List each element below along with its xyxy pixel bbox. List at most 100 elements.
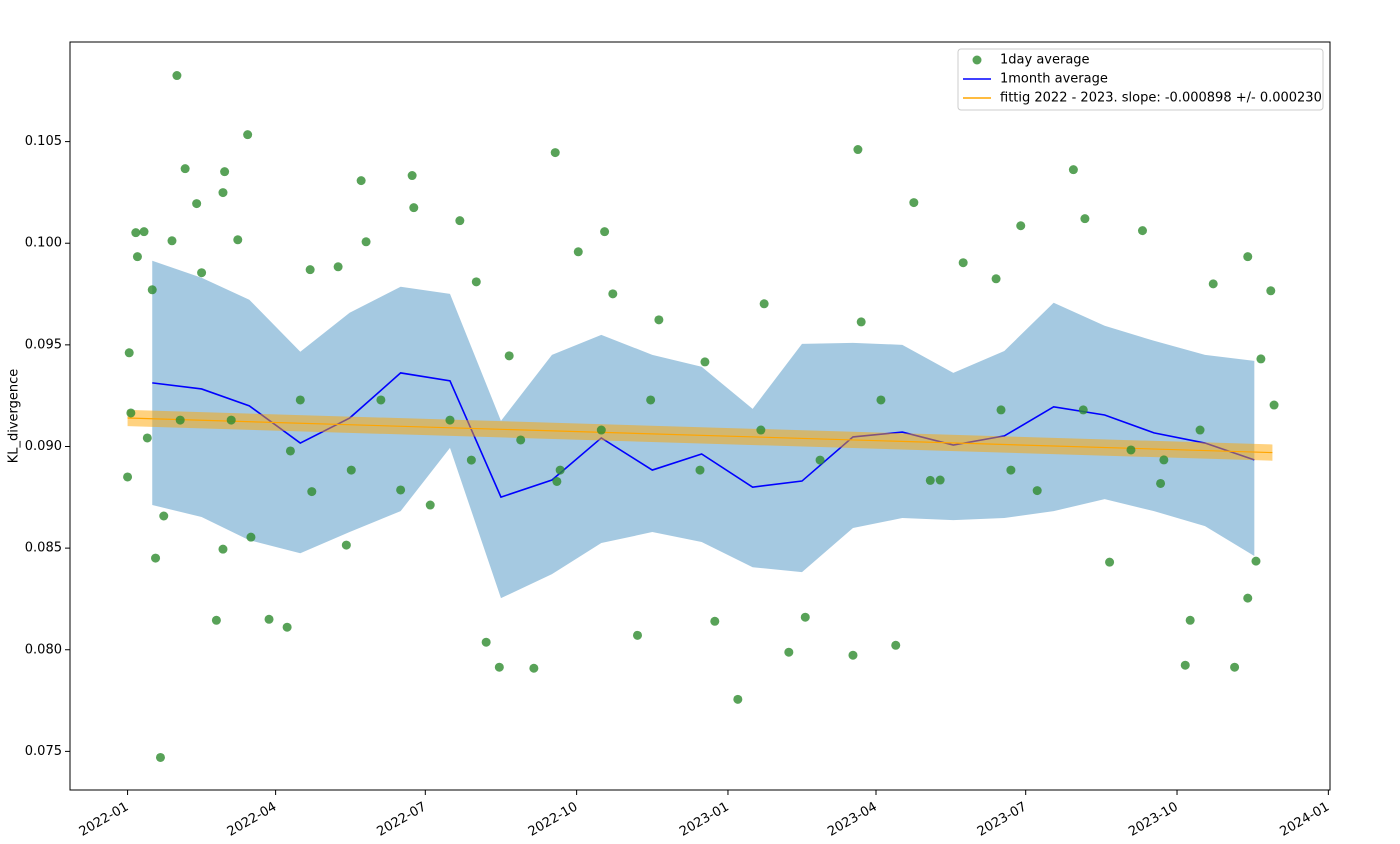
x-tick-label: 2023-01: [677, 800, 732, 840]
data-point: [1006, 465, 1016, 475]
y-tick-label: 0.075: [25, 744, 62, 759]
data-point: [733, 694, 743, 704]
y-tick-label: 0.085: [25, 541, 62, 556]
data-point: [494, 662, 504, 672]
data-point: [555, 465, 565, 475]
data-point: [1126, 445, 1136, 455]
y-tick-label: 0.090: [25, 439, 62, 454]
data-point: [925, 475, 935, 485]
data-point: [596, 425, 606, 435]
data-point: [1105, 557, 1115, 567]
data-point: [529, 663, 539, 673]
data-point: [151, 553, 161, 563]
data-point: [295, 395, 305, 405]
x-tick-label: 2024-01: [1278, 800, 1333, 840]
data-point: [333, 262, 343, 272]
data-point: [218, 188, 228, 198]
data-point: [853, 145, 863, 155]
data-point: [481, 637, 491, 647]
data-point: [1208, 279, 1218, 289]
y-tick-label: 0.080: [25, 642, 62, 657]
data-point: [282, 622, 292, 632]
data-point: [608, 289, 618, 299]
data-point: [909, 198, 919, 208]
data-point: [1016, 221, 1026, 231]
data-point: [243, 130, 253, 140]
data-point: [142, 433, 152, 443]
data-point: [700, 357, 710, 367]
x-tick-label: 2022-04: [225, 800, 280, 840]
data-point: [471, 277, 481, 287]
data-point: [710, 616, 720, 626]
legend-marker: [972, 55, 982, 65]
data-point: [264, 614, 274, 624]
data-point: [341, 540, 351, 550]
data-point: [815, 455, 825, 465]
data-point: [192, 199, 202, 209]
data-point: [935, 475, 945, 485]
y-tick-label: 0.095: [25, 337, 62, 352]
data-point: [180, 164, 190, 174]
data-point: [958, 258, 968, 268]
data-point: [695, 465, 705, 475]
data-point: [139, 227, 149, 237]
legend-label: fittig 2022 - 2023. slope: -0.000898 +/-…: [1000, 91, 1322, 106]
data-point: [246, 532, 256, 542]
data-point: [307, 487, 317, 497]
data-point: [632, 630, 642, 640]
data-point: [552, 476, 562, 486]
data-point: [1266, 286, 1276, 296]
data-point: [455, 216, 465, 226]
plot-frame: [69, 41, 1331, 791]
data-point: [1068, 165, 1078, 175]
legend: 1day average 1month average fittig 2022 - …: [957, 48, 1324, 111]
data-point: [175, 415, 185, 425]
x-tick-label: 2022-10: [526, 800, 581, 840]
x-tick-label: 2023-10: [1126, 800, 1181, 840]
data-point: [1159, 455, 1169, 465]
data-point: [504, 351, 514, 361]
data-point: [376, 395, 386, 405]
data-point: [285, 446, 295, 456]
data-point: [409, 203, 419, 213]
data-point: [600, 227, 610, 237]
y-axis-label: KL_divergence: [7, 369, 22, 464]
data-point: [425, 500, 435, 510]
x-tick-label: 2023-07: [975, 800, 1030, 840]
data-point: [876, 395, 886, 405]
data-point: [1080, 214, 1090, 224]
legend-label: 1day average: [1000, 53, 1090, 68]
data-point: [445, 415, 455, 425]
data-point: [1156, 478, 1166, 488]
data-point: [573, 247, 583, 257]
data-point: [654, 315, 664, 325]
data-point: [784, 647, 794, 657]
data-point: [991, 274, 1001, 284]
data-point: [407, 171, 417, 181]
data-point: [226, 415, 236, 425]
data-point: [211, 615, 221, 625]
data-point: [800, 612, 810, 622]
data-point: [848, 650, 858, 660]
x-tick-label: 2022-01: [77, 800, 132, 840]
data-point: [1256, 354, 1266, 364]
data-point: [891, 640, 901, 650]
data-point: [1269, 400, 1279, 410]
legend-box: [957, 48, 1324, 111]
data-point: [396, 485, 406, 495]
data-point: [1195, 425, 1205, 435]
data-point: [155, 752, 165, 762]
data-point: [305, 265, 315, 275]
data-point: [646, 395, 656, 405]
data-point: [197, 268, 207, 278]
x-tick-label: 2022-07: [375, 800, 430, 840]
legend-label: 1month average: [1000, 72, 1108, 87]
data-point: [466, 455, 476, 465]
data-point: [218, 544, 228, 554]
data-point: [550, 148, 560, 158]
data-point: [1230, 662, 1240, 672]
plot-area: [123, 71, 1279, 762]
data-point: [361, 237, 371, 247]
data-point: [1137, 226, 1147, 236]
